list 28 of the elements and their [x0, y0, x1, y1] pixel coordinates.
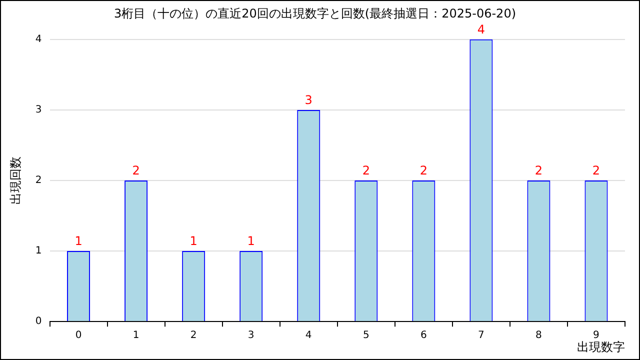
data-label: 2 — [592, 164, 600, 178]
data-label: 2 — [534, 164, 543, 178]
x-tick-label: 6 — [420, 330, 427, 342]
data-label: 2 — [420, 164, 428, 178]
x-tick-label: 3 — [248, 330, 254, 342]
data-label: 2 — [132, 164, 140, 178]
x-tick-label: 4 — [305, 330, 312, 342]
data-label: 4 — [477, 22, 486, 37]
data-label: 1 — [247, 234, 255, 248]
x-tick-label: 1 — [132, 330, 140, 342]
x-tick-label: 5 — [362, 330, 370, 342]
chart-title: 3桁目（十の位）の直近20回の出現数字と回数(最終抽選日：2025-06-20) — [114, 6, 516, 20]
x-tick-label: 7 — [478, 330, 484, 342]
data-label: 3 — [304, 93, 312, 108]
y-axis-title: 出現回数 — [8, 156, 22, 204]
x-tick-label: 0 — [75, 330, 82, 342]
data-label: 2 — [362, 164, 370, 178]
x-tick-label: 8 — [536, 330, 542, 342]
data-label: 1 — [190, 234, 198, 248]
y-tick-label: 1 — [35, 246, 42, 257]
y-tick-label: 0 — [35, 316, 42, 328]
x-tick-label: 9 — [593, 330, 600, 342]
y-tick-label: 2 — [35, 175, 42, 186]
x-axis-title: 出現数字 — [577, 340, 625, 354]
data-label: 1 — [74, 234, 82, 248]
x-tick-label: 2 — [190, 330, 197, 342]
y-tick-label: 4 — [35, 34, 42, 45]
y-tick-label: 3 — [35, 104, 42, 116]
